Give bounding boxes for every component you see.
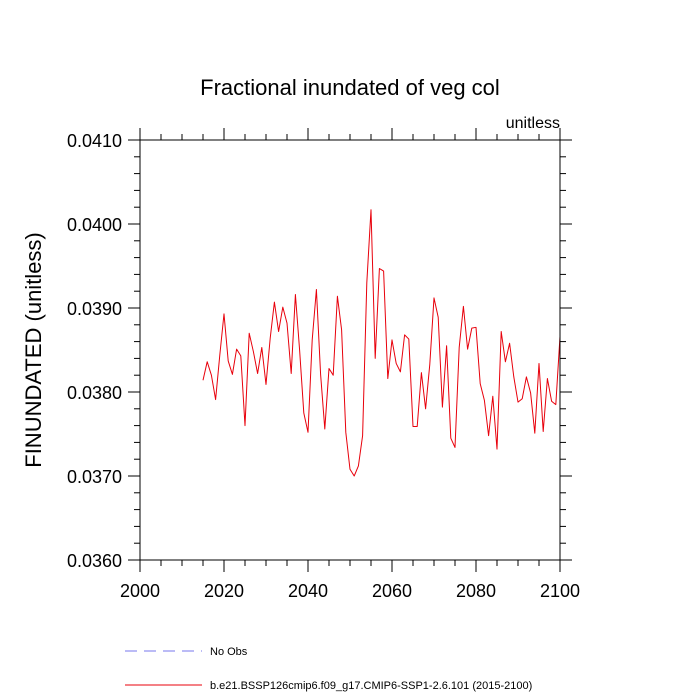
y-tick-label: 0.0360 — [67, 551, 122, 571]
legend: No Obs b.e21.BSSP126cmip6.f09_g17.CMIP6-… — [125, 646, 532, 692]
legend-label-no-obs: No Obs — [210, 646, 248, 658]
x-tick-label: 2060 — [372, 581, 412, 601]
y-tick-label: 0.0410 — [67, 131, 122, 151]
y-axis-label: FINUNDATED (unitless) — [21, 232, 46, 468]
y-tick-label: 0.0400 — [67, 215, 122, 235]
chart-title: Fractional inundated of veg col — [200, 75, 500, 100]
plot-area — [202, 209, 561, 477]
y-tick-label: 0.0380 — [67, 383, 122, 403]
x-tick-label: 2000 — [120, 581, 160, 601]
x-tick-label: 2020 — [204, 581, 244, 601]
axes: 2000 2020 2040 2060 2080 2100 0.0360 0.0370 0.03… — [67, 128, 580, 601]
y-tick-label: 0.0390 — [67, 299, 122, 319]
legend-label-ssp126: b.e21.BSSP126cmip6.f09_g17.CMIP6-SSP1-2.… — [210, 680, 532, 692]
series-line-0 — [202, 209, 561, 477]
x-tick-label: 2100 — [540, 581, 580, 601]
x-tick-label: 2040 — [288, 581, 328, 601]
y-tick-label: 0.0370 — [67, 467, 122, 487]
units-label: unitless — [506, 115, 560, 132]
x-tick-label: 2080 — [456, 581, 496, 601]
